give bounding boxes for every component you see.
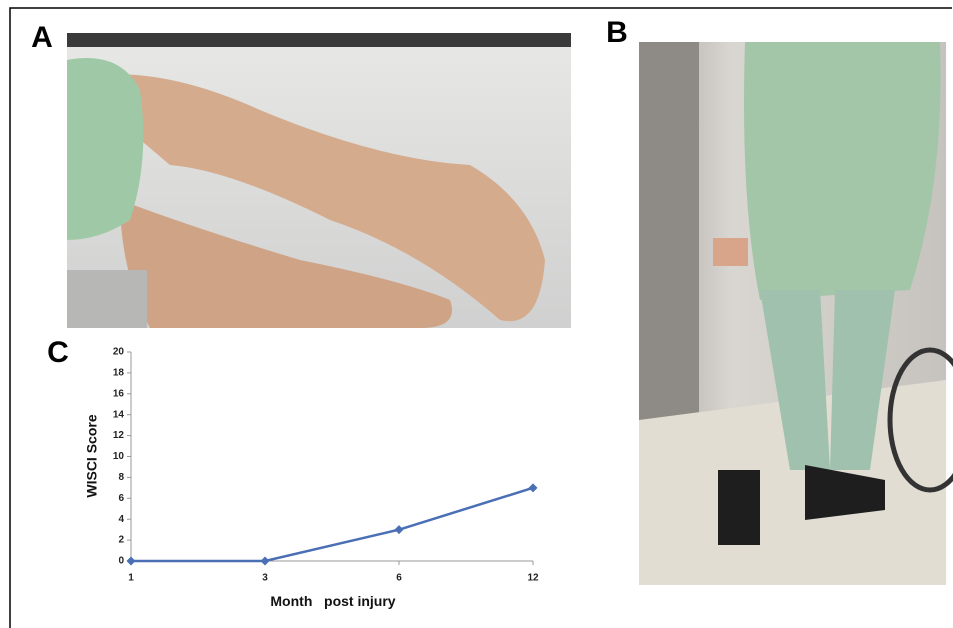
panel-label: A — [31, 21, 53, 54]
line — [131, 486, 534, 563]
marker — [126, 556, 136, 566]
x-tick-label: 12 — [527, 573, 539, 584]
panel-label: C — [47, 336, 69, 369]
y-tick-label: 10 — [113, 451, 125, 462]
y-tick-label: 12 — [113, 430, 125, 441]
marker — [528, 483, 538, 493]
y-tick-label: 20 — [113, 347, 125, 358]
panel-label: B — [606, 16, 628, 49]
y-tick-label: 4 — [118, 514, 124, 525]
photo-b — [639, 42, 953, 585]
y-tick-label: 6 — [118, 493, 124, 504]
y-axis-label: WISCI Score — [84, 414, 100, 497]
y-tick-label: 14 — [113, 409, 125, 420]
marker — [394, 525, 404, 535]
photo-a — [67, 33, 571, 328]
y-tick-label: 16 — [113, 388, 125, 399]
y-tick-label: 8 — [118, 472, 124, 483]
marker — [260, 556, 270, 566]
x-tick-label: 6 — [396, 573, 402, 584]
y-tick-label: 0 — [118, 556, 124, 567]
figure-border — [9, 7, 952, 628]
y-tick-label: 2 — [118, 535, 124, 546]
x-tick-label: 1 — [128, 573, 134, 584]
y-tick-label: 18 — [113, 368, 125, 379]
x-tick-label: 3 — [262, 573, 268, 584]
x-axis-label: Month post injury — [270, 593, 395, 609]
